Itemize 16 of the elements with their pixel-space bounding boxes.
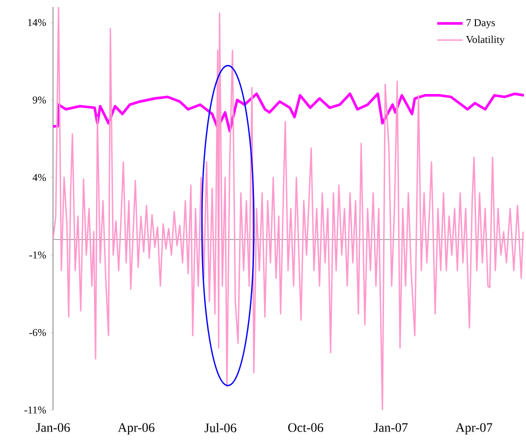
x-tick-label: Jan-07 — [374, 423, 408, 432]
y-tick-label: -6% — [29, 328, 46, 336]
legend-label: Volatility — [466, 36, 505, 46]
y-tick-label: -11% — [24, 406, 46, 414]
x-tick-label: Oct-06 — [288, 423, 324, 432]
x-tick-label: Apr-07 — [456, 423, 492, 435]
y-tick-label: -1% — [29, 251, 46, 259]
line-series — [53, 92, 524, 132]
line-series — [53, 6, 524, 410]
legend-label: 7 Days — [466, 19, 495, 28]
x-tick-label: Jan-06 — [36, 423, 70, 432]
y-tick-label: 14% — [28, 18, 46, 26]
x-tick-label: Jul-06 — [204, 423, 236, 432]
y-tick-label: 9% — [32, 96, 46, 104]
x-tick-label: Apr-06 — [118, 423, 154, 435]
y-tick-label: 4% — [32, 174, 46, 182]
